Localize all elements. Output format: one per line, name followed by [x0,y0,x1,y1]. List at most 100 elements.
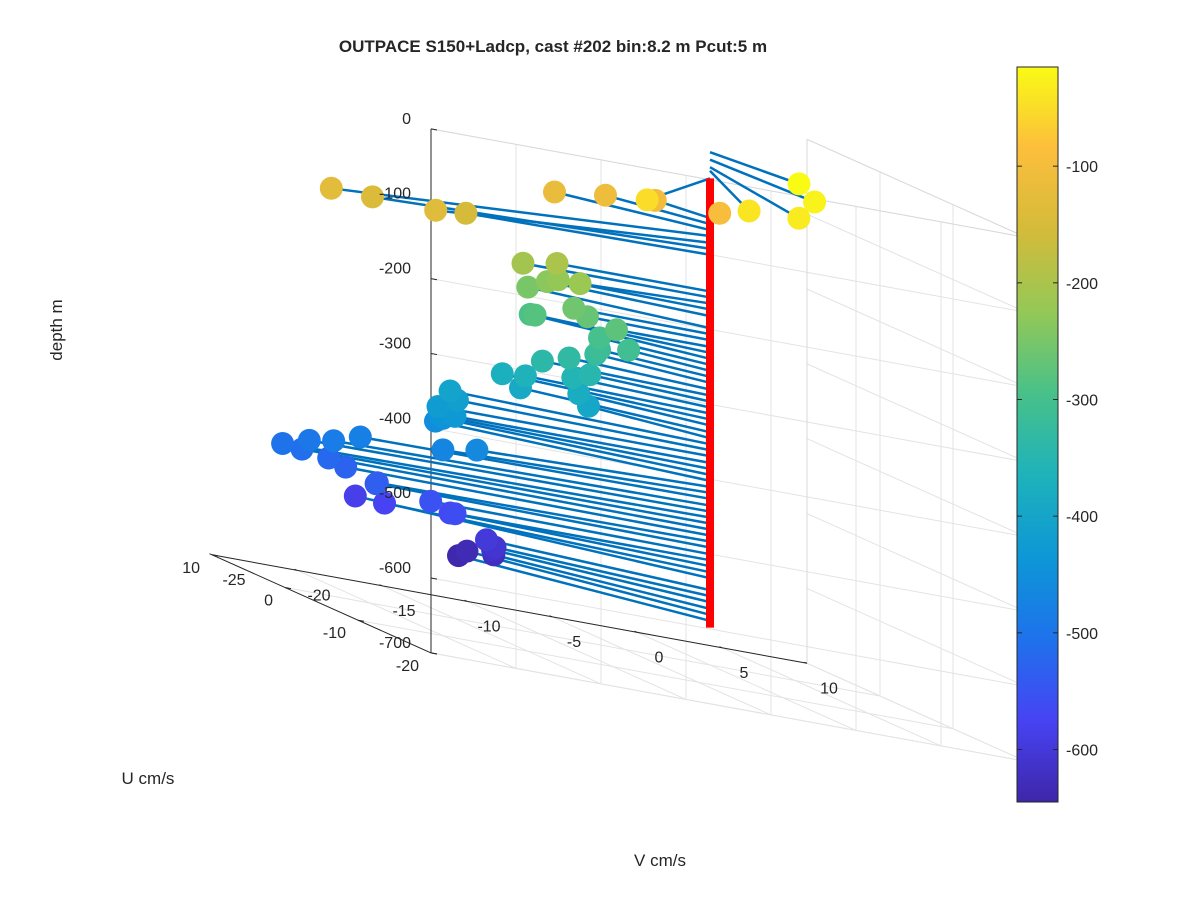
z-tick-label: -600 [379,560,411,577]
velocity-stem [554,190,711,232]
data-point [426,395,450,418]
x-tick-label: -20 [307,587,330,604]
velocity-stem [709,166,800,220]
x-tick-mark [464,599,468,602]
velocity-stem [466,549,711,617]
velocity-stem [492,548,711,604]
velocity-stem [525,374,711,415]
data-point [438,379,462,403]
grid-line [636,631,857,731]
data-point [365,471,389,495]
velocity-stem [486,538,711,592]
z-tick-label: -700 [379,635,411,652]
data-points [271,172,827,568]
data-point [545,252,569,275]
colorbar-tick-label: -100 [1066,159,1098,176]
colorbar-ticks: -100 -200 -300 -400 -500 -600 [1017,159,1098,760]
x-tick-label: 10 [820,680,838,697]
data-point [557,346,581,370]
data-point [635,188,659,212]
x-tick-mark [294,568,298,571]
data-point [516,275,540,299]
data-point [562,296,586,320]
y-tick-mark [211,554,219,557]
data-point [787,206,811,230]
data-point [343,484,367,508]
y-axis-label: U cm/s [122,769,175,788]
data-point [803,190,827,214]
y-tick-label: 0 [264,593,273,610]
grid-line [721,647,942,747]
data-point [348,425,372,449]
velocity-stem [331,187,711,238]
velocity-stem [616,328,711,349]
x-tick-mark [804,661,808,664]
z-tick-label: -200 [379,261,411,278]
data-point [443,502,467,526]
grid-line [806,662,1027,762]
z-tick-mark [430,128,438,131]
grid-lines [211,128,1027,762]
data-point [431,438,455,462]
velocity-stem [465,211,711,256]
velocity-stem [458,554,711,623]
velocity-stem [502,372,711,421]
x-tick-mark [719,646,723,649]
data-point [568,272,592,296]
velocity-stem [556,262,711,293]
data-point [454,201,478,225]
data-point [490,362,514,386]
x-tick-mark [549,615,553,618]
z-tick-label: -400 [379,410,411,427]
data-point [605,318,628,342]
colorbar-tick-label: -500 [1066,626,1098,643]
grid-line [296,569,517,669]
colorbar-tick-label: -400 [1066,509,1098,526]
data-point [617,338,641,362]
z-tick-label: -300 [379,335,411,352]
z-axis-label: depth m [47,299,66,360]
x-tick-label: -15 [392,603,415,620]
velocity-stem [527,285,711,330]
data-point [419,489,443,513]
data-point [787,172,811,196]
data-point [578,363,602,387]
chart-title: OUTPACE S150+Ladcp, cast #202 bin:8.2 m … [339,37,767,56]
y-tick-mark [357,619,365,622]
data-point [561,366,585,390]
x-tick-label: -25 [222,572,245,589]
velocity-stem [345,465,711,537]
colorbar-tick-label: -300 [1066,393,1098,410]
grid-line [430,652,1027,762]
velocity-stem [579,282,711,305]
grid-line [430,427,1027,538]
y-axis-line [211,554,432,654]
velocity-stem [309,439,711,513]
z-tick-mark [430,577,438,580]
velocity-stem [437,405,711,458]
data-point [361,185,384,209]
velocity-stem [493,553,711,611]
velocity-stem [442,448,711,495]
data-point [708,201,732,225]
grid-line [551,616,772,716]
grid-line [381,585,602,685]
velocity-stems [282,151,816,623]
x-axis-line [211,554,808,664]
velocity-stem [301,447,711,525]
data-point [594,183,617,207]
colorbar-tick-label: -600 [1066,743,1098,760]
data-point [455,539,479,563]
tick-labels: 0-100-200-300-400-500-600-700-20-10010-2… [182,111,838,697]
velocity-stem [360,435,711,501]
colorbar [1016,66,1059,803]
velocity-stem [476,448,711,489]
z-tick-label: -500 [379,485,411,502]
y-tick-label: 10 [182,560,200,577]
grid-line [284,587,881,697]
z-tick-mark [430,278,438,281]
velocity-stem [333,439,711,507]
velocity-stem [628,348,711,373]
data-point [737,199,761,223]
